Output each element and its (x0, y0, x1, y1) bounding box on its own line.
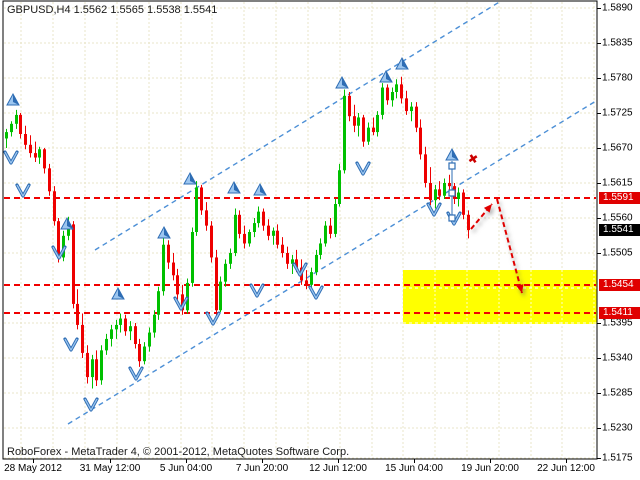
price-axis-label: 1.5725 (602, 107, 633, 119)
price-axis-tick (597, 43, 601, 44)
time-axis-tick (33, 459, 34, 463)
price-axis-label: 1.5835 (602, 37, 633, 49)
price-axis-tick (597, 428, 601, 429)
price-axis-label: 1.5615 (602, 177, 633, 189)
swing-up-arrow-icon (379, 69, 393, 83)
time-axis-label: 19 Jun 20:00 (461, 463, 519, 474)
price-axis-label: 1.5890 (602, 2, 633, 14)
price-axis-tick (597, 393, 601, 394)
grid (4, 2, 596, 459)
swing-down-arrow-icon (128, 366, 144, 381)
price-axis-tick (597, 253, 601, 254)
swing-markers[interactable] (3, 56, 462, 412)
forecast-arrowhead-icon (516, 284, 524, 293)
time-axis-tick (110, 459, 111, 463)
trend-channel[interactable] (67, 0, 597, 425)
price-axis-label: 1.5230 (602, 422, 633, 434)
price-axis-tick (597, 323, 601, 324)
swing-up-arrow-icon (157, 225, 171, 239)
swing-down-arrow-icon (51, 245, 67, 260)
swing-down-arrow-icon (292, 262, 308, 277)
level-price-badge: 1.5411 (599, 307, 640, 319)
swing-down-arrow-icon (249, 283, 265, 298)
price-axis-label: 1.5560 (602, 212, 633, 224)
price-axis-label: 1.5670 (602, 142, 633, 154)
time-axis-tick (414, 459, 415, 463)
swing-up-arrow-icon (253, 182, 267, 196)
target-zone[interactable] (403, 270, 597, 324)
selected-object-handles[interactable] (448, 161, 456, 222)
time-axis-label: 28 May 2012 (4, 463, 62, 474)
time-axis-label: 5 Jun 04:00 (159, 463, 213, 474)
price-axis-tick (597, 78, 601, 79)
price-axis-label: 1.5505 (602, 247, 633, 259)
price-axis-tick (597, 8, 601, 9)
price-axis-label: 1.5395 (602, 317, 633, 329)
price-axis-label: 1.5175 (602, 452, 633, 464)
swing-down-arrow-icon (308, 285, 324, 300)
swing-down-arrow-icon (205, 311, 221, 326)
broker-watermark: RoboForex - MetaTrader 4, © 2001-2012, M… (7, 446, 350, 458)
forecast-arrows[interactable] (470, 198, 524, 294)
support-resistance-levels[interactable] (4, 197, 596, 314)
time-axis-tick (490, 459, 491, 463)
time-axis-label: 22 Jun 12:00 (537, 463, 595, 474)
level-price-badge: 1.5454 (599, 279, 640, 291)
time-axis-label: 15 Jun 04:00 (385, 463, 443, 474)
time-axis-tick (186, 459, 187, 463)
sell-signal-x-icon[interactable]: ✖ (467, 151, 480, 167)
swing-down-arrow-icon (426, 202, 442, 217)
swing-down-arrow-icon (173, 296, 189, 311)
swing-up-arrow-icon (395, 56, 409, 70)
swing-up-arrow-icon (6, 92, 20, 106)
swing-down-arrow-icon (355, 161, 371, 176)
chart-symbol-title: GBPUSD,H4 1.5562 1.5565 1.5538 1.5541 (7, 4, 218, 16)
swing-up-arrow-icon (227, 180, 241, 194)
current-bid-badge: 1.5541 (599, 224, 640, 236)
time-axis-label: 12 Jun 12:00 (309, 463, 367, 474)
swing-down-arrow-icon (15, 183, 31, 198)
time-axis-tick (566, 459, 567, 463)
time-axis-tick (338, 459, 339, 463)
price-axis-label: 1.5340 (602, 352, 633, 364)
swing-down-arrow-icon (83, 397, 99, 412)
price-axis-tick (597, 218, 601, 219)
price-axis-tick (597, 148, 601, 149)
price-axis-label: 1.5780 (602, 72, 633, 84)
forecast-arrowhead-icon (483, 204, 492, 213)
time-axis-label: 7 Jun 20:00 (235, 463, 289, 474)
price-axis-tick (597, 183, 601, 184)
swing-up-arrow-icon (335, 75, 349, 89)
channel-line-lower (67, 100, 597, 425)
swing-down-arrow-icon (63, 337, 79, 352)
forecast-arrow (496, 198, 523, 294)
price-axis-label: 1.5285 (602, 387, 633, 399)
price-axis-tick (597, 358, 601, 359)
time-axis-tick (262, 459, 263, 463)
swing-up-arrow-icon (183, 171, 197, 185)
swing-up-arrow-icon (445, 147, 459, 161)
swing-up-arrow-icon (111, 286, 125, 300)
time-axis-label: 31 May 12:00 (79, 463, 141, 474)
price-axis-tick (597, 113, 601, 114)
level-price-badge: 1.5591 (599, 192, 640, 204)
swing-down-arrow-icon (3, 150, 19, 165)
channel-line-upper (94, 0, 502, 251)
swing-up-arrow-icon (60, 216, 74, 230)
price-axis-tick (597, 458, 601, 459)
